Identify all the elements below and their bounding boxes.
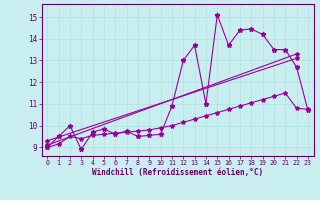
X-axis label: Windchill (Refroidissement éolien,°C): Windchill (Refroidissement éolien,°C): [92, 168, 263, 177]
